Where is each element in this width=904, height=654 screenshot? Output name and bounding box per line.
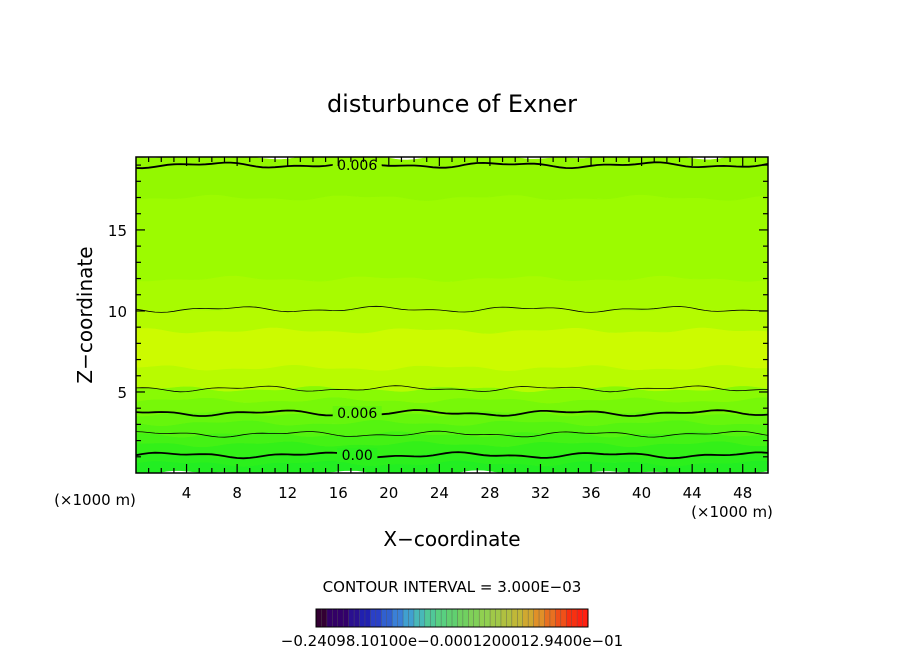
y-tick-label: 10 bbox=[108, 303, 127, 321]
contour-label-mask bbox=[337, 448, 378, 463]
contour-label-mask bbox=[332, 158, 382, 173]
contour-interval-text: CONTOUR INTERVAL = 3.000E−03 bbox=[323, 578, 582, 596]
x-axis-label: X−coordinate bbox=[383, 527, 520, 551]
colorbar-swatch bbox=[381, 609, 388, 627]
colorbar bbox=[315, 609, 589, 627]
colorbar-swatch bbox=[566, 609, 572, 627]
x-tick-label: 16 bbox=[329, 484, 348, 502]
x-tick-label: 48 bbox=[733, 484, 752, 502]
contour-line bbox=[136, 385, 768, 393]
colorbar-swatch bbox=[392, 609, 398, 627]
colorbar-swatch bbox=[468, 609, 475, 627]
colorbar-swatch bbox=[375, 609, 382, 627]
x-tick-label: 12 bbox=[278, 484, 297, 502]
y-tick-label: 15 bbox=[108, 222, 127, 240]
colorbar-swatch bbox=[364, 609, 371, 627]
contour-label-mask bbox=[332, 406, 382, 421]
fill-band bbox=[136, 157, 768, 201]
contour-line bbox=[136, 430, 768, 438]
colorbar-swatch bbox=[446, 609, 453, 627]
colorbar-swatch bbox=[511, 609, 518, 627]
colorbar-swatch bbox=[495, 609, 502, 627]
colorbar-swatch bbox=[332, 609, 339, 627]
x-tick-label: 32 bbox=[531, 484, 550, 502]
colorbar-swatch bbox=[419, 609, 426, 627]
contour-label: 0.00 bbox=[342, 448, 373, 464]
colorbar-swatch bbox=[560, 609, 567, 627]
colorbar-swatch bbox=[321, 609, 328, 627]
y-axis-label: Z−coordinate bbox=[73, 246, 97, 383]
x-axis-ticks: 4 8 12 16 20 24 28 32 36 40 44 48 bbox=[148, 157, 756, 502]
x-tick-label: 28 bbox=[480, 484, 499, 502]
colorbar-swatch bbox=[408, 609, 415, 627]
fill-band bbox=[136, 326, 768, 372]
colorbar-frame bbox=[315, 608, 589, 628]
colorbar-swatch bbox=[326, 609, 333, 627]
contour-line bbox=[136, 305, 768, 313]
x-tick-label: 8 bbox=[232, 484, 242, 502]
colorbar-labels: −0.24098.10100e−0.0001200012.9400e−01 bbox=[281, 632, 623, 650]
x-tick-label: 44 bbox=[683, 484, 702, 502]
chart-title: disturbunce of Exner bbox=[327, 90, 577, 118]
colorbar-swatch bbox=[473, 609, 480, 627]
colorbar-swatch bbox=[359, 609, 366, 627]
colorbar-swatch bbox=[517, 609, 524, 627]
colorbar-swatch bbox=[582, 609, 589, 627]
contour-line bbox=[136, 409, 768, 417]
x-tick-label: 24 bbox=[430, 484, 449, 502]
colorbar-swatch bbox=[397, 609, 404, 627]
colorbar-swatch bbox=[506, 609, 513, 627]
x-unit-left: (×1000 m) bbox=[54, 491, 136, 509]
colorbar-swatch bbox=[522, 609, 529, 627]
colorbar-swatch bbox=[430, 609, 436, 627]
heatmap-fill bbox=[136, 157, 768, 473]
colorbar-swatch bbox=[316, 609, 322, 627]
colorbar-swatch bbox=[479, 609, 485, 627]
colorbar-swatch bbox=[403, 609, 409, 627]
y-tick-label: 5 bbox=[117, 384, 127, 402]
x-tick-label: 36 bbox=[581, 484, 600, 502]
colorbar-swatch bbox=[549, 609, 556, 627]
colorbar-swatch bbox=[441, 609, 447, 627]
contour-line bbox=[136, 161, 768, 170]
colorbar-swatch bbox=[533, 609, 540, 627]
colorbar-swatch bbox=[424, 609, 431, 627]
contour-lines bbox=[136, 161, 768, 460]
colorbar-swatch bbox=[500, 609, 507, 627]
colorbar-swatch bbox=[452, 609, 458, 627]
colorbar-swatch bbox=[457, 609, 464, 627]
colorbar-swatch bbox=[370, 609, 377, 627]
x-unit-right: (×1000 m) bbox=[691, 503, 773, 521]
colorbar-swatch bbox=[544, 609, 551, 627]
contour-label: 0.006 bbox=[337, 158, 377, 174]
colorbar-swatch bbox=[413, 609, 420, 627]
x-tick-label: 4 bbox=[182, 484, 192, 502]
colorbar-swatch bbox=[337, 609, 344, 627]
fill-band bbox=[136, 194, 768, 282]
colorbar-swatch bbox=[435, 609, 442, 627]
colorbar-swatch bbox=[484, 609, 491, 627]
colorbar-swatch bbox=[343, 609, 349, 627]
x-tick-label: 40 bbox=[632, 484, 651, 502]
colorbar-swatch bbox=[577, 609, 583, 627]
colorbar-swatch bbox=[539, 609, 545, 627]
colorbar-swatch bbox=[490, 609, 496, 627]
x-tick-label: 20 bbox=[379, 484, 398, 502]
colorbar-swatch bbox=[354, 609, 360, 627]
y-axis-ticks: 5 10 15 bbox=[108, 164, 768, 458]
contour-line bbox=[136, 451, 768, 460]
colorbar-swatch bbox=[571, 609, 578, 627]
colorbar-swatch bbox=[462, 609, 469, 627]
colorbar-swatch bbox=[386, 609, 393, 627]
colorbar-swatch bbox=[348, 609, 355, 627]
colorbar-swatch bbox=[528, 609, 534, 627]
colorbar-swatch bbox=[555, 609, 562, 627]
contour-labels: 0.00 0.006 0.006 bbox=[332, 158, 382, 464]
contour-label: 0.006 bbox=[337, 406, 377, 422]
